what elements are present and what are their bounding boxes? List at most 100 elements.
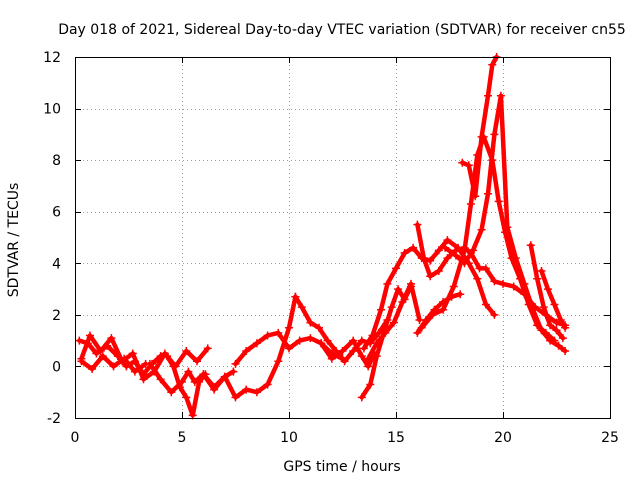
data-point — [120, 354, 129, 363]
data-point — [182, 347, 191, 355]
data-point — [107, 334, 116, 343]
data-point — [88, 365, 97, 373]
data-point — [175, 383, 184, 392]
data-point — [426, 256, 435, 265]
data-point — [229, 367, 238, 376]
data-point — [338, 347, 347, 355]
data-point — [383, 279, 392, 288]
data-point — [543, 285, 552, 294]
data-point — [464, 161, 473, 170]
series-line — [442, 93, 568, 354]
data-point — [400, 249, 409, 257]
data-point — [458, 158, 467, 167]
data-point — [426, 272, 435, 281]
data-point — [387, 303, 396, 312]
data-point — [494, 197, 503, 206]
series-arc — [537, 267, 570, 332]
data-point — [182, 393, 191, 402]
data-point — [291, 292, 300, 301]
data-point — [372, 352, 381, 361]
data-point — [503, 223, 512, 232]
data-point — [407, 279, 415, 288]
data-point — [199, 370, 208, 379]
data-point — [490, 130, 499, 139]
data-point — [556, 316, 565, 324]
data-point — [163, 352, 171, 361]
data-point — [389, 318, 398, 327]
data-point — [77, 357, 86, 366]
data-point — [561, 323, 570, 332]
data-point — [419, 254, 428, 263]
data-point — [252, 388, 261, 397]
x-tick-label: 0 — [71, 430, 80, 446]
data-point — [297, 303, 306, 312]
data-point — [550, 300, 559, 309]
data-point — [327, 354, 336, 363]
data-point — [552, 318, 561, 327]
data-point — [477, 225, 486, 234]
plot-series — [75, 53, 570, 420]
data-point — [75, 336, 84, 345]
data-point — [539, 303, 548, 312]
data-point — [372, 339, 381, 348]
data-point — [481, 264, 490, 273]
data-point — [546, 321, 555, 330]
data-point — [473, 151, 482, 159]
data-point — [499, 279, 507, 288]
data-point — [128, 349, 137, 358]
data-point — [449, 282, 458, 291]
data-point — [359, 344, 368, 353]
data-point — [460, 246, 469, 255]
series-arc — [163, 352, 210, 420]
data-point — [488, 60, 497, 69]
data-point — [315, 323, 323, 332]
data-point — [92, 349, 101, 358]
data-point — [460, 259, 469, 268]
data-point — [364, 362, 373, 371]
data-point — [394, 285, 403, 294]
data-point — [392, 264, 400, 273]
data-point — [203, 344, 212, 353]
data-point — [381, 328, 390, 337]
data-point — [156, 375, 165, 384]
data-point — [413, 220, 422, 229]
data-point — [554, 341, 563, 350]
data-point — [552, 326, 561, 335]
data-point — [242, 385, 251, 394]
data-point — [96, 347, 105, 355]
data-point — [558, 334, 567, 343]
y-axis-label: SDTVAR / TECUs — [6, 183, 22, 298]
data-point — [306, 334, 315, 343]
data-point — [130, 367, 139, 376]
data-point — [537, 326, 546, 335]
data-point — [263, 331, 272, 340]
data-point — [484, 91, 492, 100]
series-arc — [526, 241, 567, 343]
data-point — [274, 328, 283, 337]
data-point — [274, 357, 283, 366]
data-point — [481, 300, 490, 309]
data-point — [231, 393, 240, 402]
x-tick-label: 10 — [280, 430, 298, 446]
y-tick-label: 2 — [52, 308, 61, 324]
series-line — [528, 242, 566, 341]
y-tick-label: 12 — [43, 50, 61, 66]
data-point — [479, 132, 488, 141]
y-tick-label: 6 — [52, 205, 61, 221]
y-tick-label: 0 — [52, 359, 61, 375]
data-point — [285, 323, 293, 332]
data-point — [295, 336, 304, 345]
x-tick-label: 5 — [178, 430, 187, 446]
data-point — [428, 310, 437, 319]
data-point — [145, 359, 154, 368]
series-arc — [317, 336, 379, 371]
data-point — [285, 344, 293, 353]
data-point — [509, 282, 518, 291]
series-line — [293, 294, 390, 364]
data-point — [139, 375, 148, 384]
y-tick-label: -2 — [47, 411, 61, 427]
data-point — [242, 347, 251, 355]
x-tick-label: 20 — [494, 430, 512, 446]
data-point — [323, 336, 332, 345]
data-point — [520, 279, 529, 288]
